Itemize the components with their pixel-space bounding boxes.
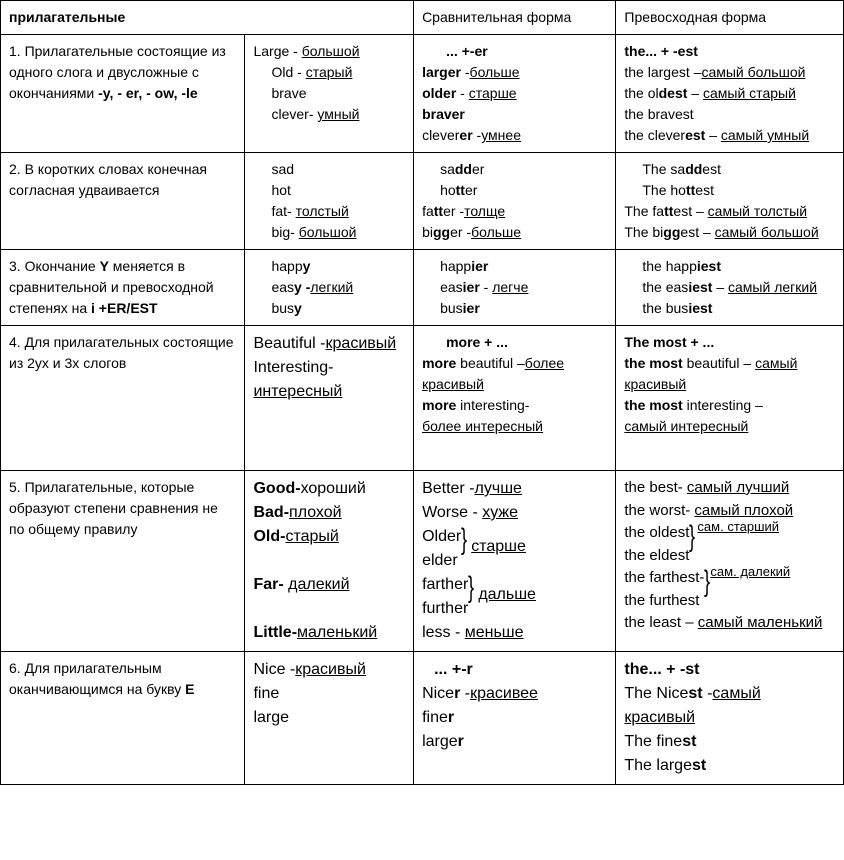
header-superlative: Превосходная форма bbox=[616, 1, 844, 35]
table-row: 2. В коротких словах конечная согласная … bbox=[1, 153, 844, 250]
grammar-table: прилагательные Сравнительная форма Прево… bbox=[0, 0, 844, 785]
table-row: 6. Для прилагательным оканчивающимся на … bbox=[1, 652, 844, 785]
superlative-cell: the happiest the easiest – самый легкий … bbox=[616, 250, 844, 326]
table-row: 4. Для прилагательных состоящие из 2ух и… bbox=[1, 326, 844, 471]
superlative-cell: the best- самый лучший the worst- самый … bbox=[616, 471, 844, 652]
adjectives-table: прилагательные Сравнительная форма Прево… bbox=[0, 0, 844, 785]
comparative-cell: ... +-r Nicer -красивее finer larger bbox=[414, 652, 616, 785]
rule-cell: 1. Прилагательные состоящие из одного сл… bbox=[1, 35, 245, 153]
base-cell: Good-хороший Bad-плохой Old-старый Far- … bbox=[245, 471, 414, 652]
base-cell: Beautiful -красивый Interesting-интересн… bbox=[245, 326, 414, 471]
superlative-cell: The saddest The hottest The fattest – са… bbox=[616, 153, 844, 250]
rule-cell: 6. Для прилагательным оканчивающимся на … bbox=[1, 652, 245, 785]
comparative-cell: more + ... more beautiful –более красивы… bbox=[414, 326, 616, 471]
base-cell: Large - большой Old - старый brave cleve… bbox=[245, 35, 414, 153]
base-cell: happy easy -легкий busy bbox=[245, 250, 414, 326]
table-header-row: прилагательные Сравнительная форма Прево… bbox=[1, 1, 844, 35]
base-cell: sad hot fat- толстый big- большой bbox=[245, 153, 414, 250]
rule-cell: 5. Прилагательные, которые образуют степ… bbox=[1, 471, 245, 652]
rule-cell: 2. В коротких словах конечная согласная … bbox=[1, 153, 245, 250]
superlative-cell: the... + -st The Nicest -самый красивый … bbox=[616, 652, 844, 785]
rule-cell: 3. Окончание Y меняется в сравнительной … bbox=[1, 250, 245, 326]
table-row: 1. Прилагательные состоящие из одного сл… bbox=[1, 35, 844, 153]
superlative-cell: the... + -est the largest –самый большой… bbox=[616, 35, 844, 153]
comparative-cell: sadder hotter fatter -толще bigger -боль… bbox=[414, 153, 616, 250]
comparative-cell: happier easier - легче busier bbox=[414, 250, 616, 326]
comparative-cell: ... +-er larger -больше older - старше b… bbox=[414, 35, 616, 153]
table-row: 3. Окончание Y меняется в сравнительной … bbox=[1, 250, 844, 326]
superlative-cell: The most + ... the most beautiful – самы… bbox=[616, 326, 844, 471]
header-adjectives: прилагательные bbox=[1, 1, 414, 35]
header-comparative: Сравнительная форма bbox=[414, 1, 616, 35]
table-row: 5. Прилагательные, которые образуют степ… bbox=[1, 471, 844, 652]
comparative-cell: Better -лучше Worse - хуже Older elder }… bbox=[414, 471, 616, 652]
base-cell: Nice -красивый fine large bbox=[245, 652, 414, 785]
rule-cell: 4. Для прилагательных состоящие из 2ух и… bbox=[1, 326, 245, 471]
